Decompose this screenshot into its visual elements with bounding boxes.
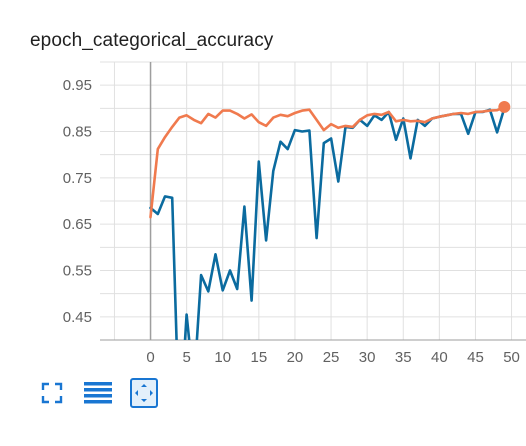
x-tick-label: 5 [182,349,190,366]
axes [100,62,526,341]
x-tick-label: 15 [251,349,268,366]
x-tick-label: 20 [287,349,304,366]
x-tick-label: 25 [323,349,340,366]
x-tick-label: 50 [503,349,520,366]
x-tick-label: 40 [431,349,448,366]
x-tick-label: 10 [214,349,231,366]
chart-toolbar [38,378,176,408]
y-tick-label: 0.45 [63,309,92,326]
chart-title: epoch_categorical_accuracy [30,30,274,51]
series-endpoint-marker [498,100,511,113]
y-tick-label: 0.95 [63,77,92,94]
series-area [149,105,506,340]
fullscreen-icon [41,382,63,404]
y-tick-label: 0.85 [63,124,92,141]
smoothed-series-line [149,105,506,219]
tick-labels: 0.45 0.55 0.65 0.75 0.85 0.95 0 5 10 15 20 25 30 35 40… [63,77,520,366]
data-table-button[interactable] [84,378,112,408]
fit-domain-icon [135,384,153,402]
fullscreen-button[interactable] [38,378,66,408]
x-tick-label: 45 [467,349,484,366]
markers [498,100,511,113]
y-tick-label: 0.75 [63,170,92,187]
fit-domain-button[interactable] [130,378,158,408]
y-tick-label: 0.55 [63,263,92,280]
y-tick-label: 0.65 [63,216,92,233]
x-tick-label: 0 [146,349,154,366]
x-tick-label: 35 [395,349,412,366]
data-table-icon [84,382,112,404]
x-tick-label: 30 [359,349,376,366]
